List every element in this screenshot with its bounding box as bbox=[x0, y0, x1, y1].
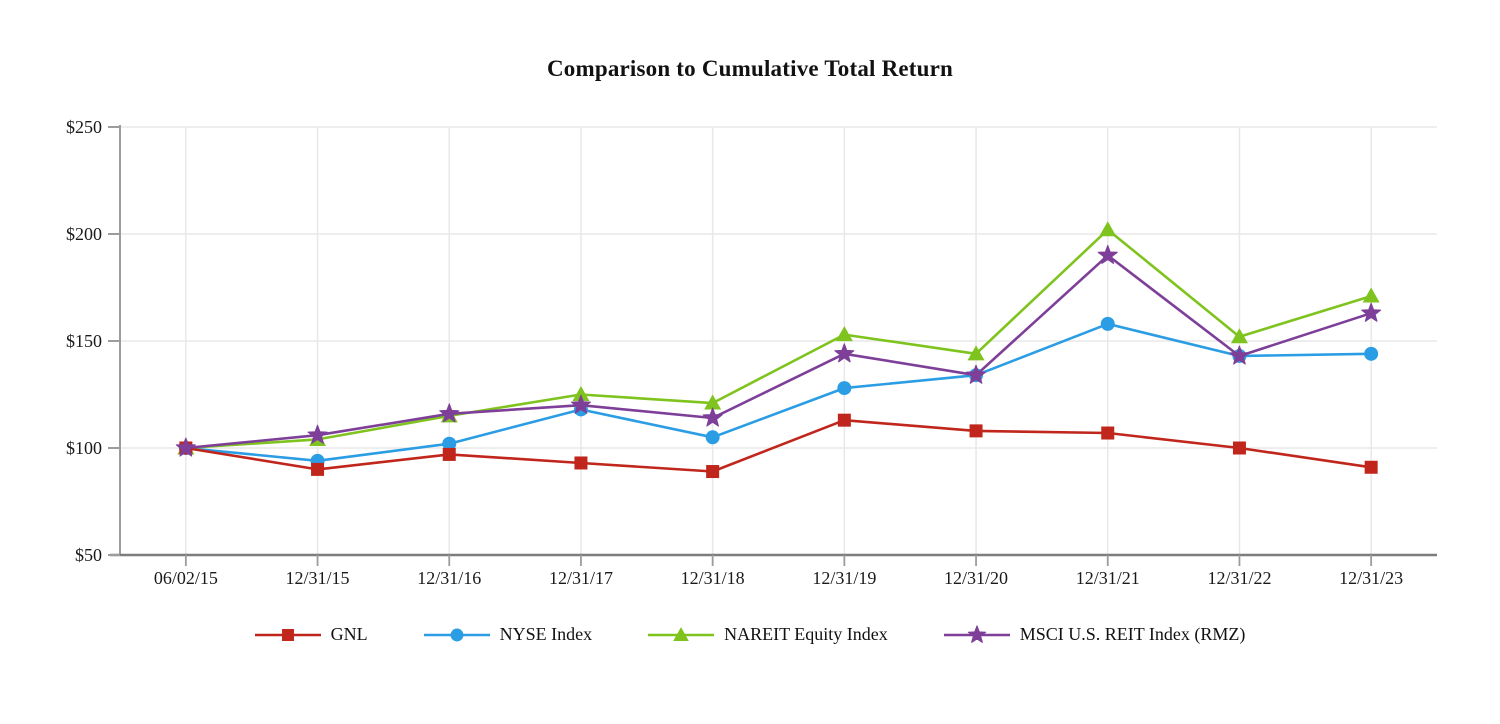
square-marker-icon bbox=[1101, 426, 1115, 440]
star-marker-icon bbox=[439, 403, 460, 423]
square-marker-icon bbox=[281, 628, 294, 641]
chart-title: Comparison to Cumulative Total Return bbox=[546, 56, 954, 81]
triangle-marker-icon bbox=[704, 394, 722, 410]
square-marker-icon bbox=[442, 447, 456, 461]
series-line bbox=[184, 254, 1373, 450]
star-marker-icon bbox=[702, 407, 723, 427]
triangle-marker-icon bbox=[572, 386, 590, 401]
y-tick-label: $150 bbox=[66, 331, 102, 351]
y-tick-label: $100 bbox=[66, 438, 102, 458]
star-marker-icon bbox=[967, 624, 986, 643]
legend-item-msci-u-s-reit-index-rmz: MSCI U.S. REIT Index (RMZ) bbox=[943, 624, 1246, 645]
star-marker-icon bbox=[1229, 345, 1250, 365]
legend-marker bbox=[943, 624, 1010, 643]
y-tick-label: $200 bbox=[66, 224, 102, 244]
legend-label: MSCI U.S. REIT Index (RMZ) bbox=[1019, 624, 1246, 644]
x-tick-label: 12/31/15 bbox=[286, 568, 350, 588]
legend-item-gnl: GNL bbox=[254, 624, 368, 645]
x-tick-label: 12/31/16 bbox=[417, 568, 481, 588]
square-marker-icon bbox=[574, 456, 588, 470]
chart-legend: GNL NYSE Index NAREIT Equity Index MSCI U.S… bbox=[0, 624, 1500, 645]
y-tick-label: $250 bbox=[66, 117, 102, 137]
star-marker-icon bbox=[175, 437, 196, 457]
triangle-marker-icon bbox=[967, 345, 985, 361]
x-tick-label: 06/02/15 bbox=[154, 568, 218, 588]
star-marker-icon bbox=[570, 394, 591, 414]
legend-label: NAREIT Equity Index bbox=[724, 624, 888, 644]
x-tick-label: 12/31/23 bbox=[1339, 568, 1403, 588]
square-marker-icon bbox=[311, 462, 325, 476]
series-msci-u-s-reit-index-rmz bbox=[175, 244, 1382, 457]
circle-marker-icon bbox=[837, 381, 852, 396]
triangle-marker-icon bbox=[835, 326, 853, 342]
legend-marker bbox=[648, 626, 715, 641]
y-tick-label: $50 bbox=[75, 545, 102, 565]
circle-marker-icon bbox=[705, 430, 720, 445]
square-marker-icon bbox=[837, 413, 851, 427]
x-tick-label: 12/31/22 bbox=[1207, 568, 1271, 588]
triangle-marker-icon bbox=[1230, 328, 1248, 344]
legend-marker bbox=[254, 628, 321, 641]
triangle-marker-icon bbox=[1362, 287, 1380, 303]
x-tick-label: 12/31/21 bbox=[1076, 568, 1140, 588]
series-line bbox=[184, 228, 1373, 450]
circle-marker-icon bbox=[450, 628, 464, 641]
square-marker-icon bbox=[706, 465, 720, 479]
circle-marker-icon bbox=[1100, 316, 1115, 331]
legend-item-nyse-index: NYSE Index bbox=[423, 624, 593, 645]
legend-label: NYSE Index bbox=[499, 624, 593, 644]
x-tick-label: 12/31/19 bbox=[812, 568, 876, 588]
legend-item-nareit-equity-index: NAREIT Equity Index bbox=[648, 624, 888, 645]
x-tick-label: 12/31/20 bbox=[944, 568, 1008, 588]
series-line bbox=[184, 322, 1373, 463]
star-marker-icon bbox=[1361, 302, 1382, 322]
square-marker-icon bbox=[1364, 460, 1378, 474]
circle-marker-icon bbox=[1364, 346, 1379, 361]
star-marker-icon bbox=[307, 424, 328, 444]
legend-label: GNL bbox=[330, 624, 368, 644]
legend-marker bbox=[423, 628, 490, 641]
star-marker-icon bbox=[966, 364, 987, 384]
series-nareit-equity-index bbox=[177, 221, 1380, 455]
circle-marker-icon bbox=[442, 436, 457, 451]
series-gnl bbox=[179, 413, 1378, 479]
x-tick-label: 12/31/17 bbox=[549, 568, 613, 588]
series-line bbox=[184, 418, 1373, 473]
star-marker-icon bbox=[834, 343, 855, 363]
triangle-marker-icon bbox=[1099, 221, 1117, 237]
line-chart: $50 $100 $150 $200 $250 06/02/15 12/31/15 12/31… bbox=[66, 117, 1437, 588]
square-marker-icon bbox=[1232, 441, 1246, 455]
x-tick-label: 12/31/18 bbox=[681, 568, 745, 588]
star-marker-icon bbox=[1097, 244, 1118, 264]
square-marker-icon bbox=[969, 424, 983, 438]
triangle-marker-icon bbox=[673, 626, 689, 641]
